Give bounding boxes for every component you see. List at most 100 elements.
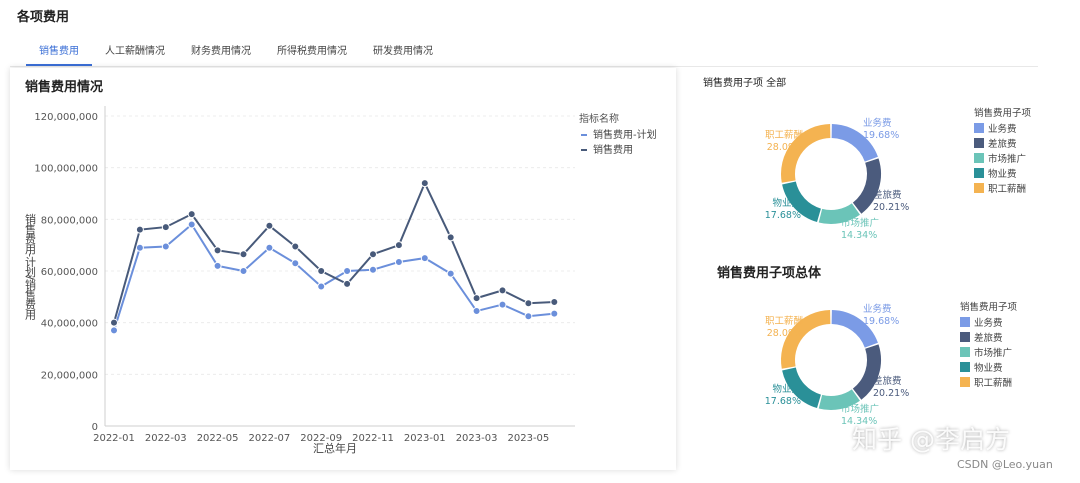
pie-title: 销售费用子项 全部 — [703, 76, 786, 89]
pie-charts-area: 销售费用子项 全部业务费19.68%差旅费20.21%市场推广14.34%物业费… — [703, 76, 1032, 427]
data-point — [110, 326, 118, 335]
data-point — [472, 294, 481, 303]
tab-0[interactable]: 销售费用 — [26, 36, 92, 66]
slice-label: 物业费 — [772, 197, 801, 209]
data-point — [420, 254, 429, 263]
zhihu-watermark: 知乎 @李启方 — [852, 425, 1010, 454]
legend-item: 销售费用-计划 — [593, 128, 657, 141]
slice-label: 差旅费 — [873, 189, 902, 201]
slice-value: 14.34% — [841, 416, 877, 427]
legend-swatch — [974, 123, 984, 133]
slice-label: 市场推广 — [841, 217, 879, 229]
data-point — [135, 225, 144, 234]
data-point — [265, 221, 274, 230]
pie-title: 销售费用子项总体 — [717, 265, 822, 281]
data-point — [343, 279, 352, 288]
legend-swatch — [960, 362, 970, 372]
slice-value: 28.09% — [767, 142, 803, 153]
data-point — [524, 312, 533, 321]
pie-slice — [831, 310, 878, 348]
data-point — [161, 223, 170, 232]
slice-label: 业务费 — [863, 303, 892, 315]
slice-value: 17.68% — [765, 396, 801, 407]
tab-bar: 销售费用 人工薪酬情况 财务费用情况 所得税费用情况 研发费用情况 — [26, 36, 446, 66]
data-point — [187, 220, 196, 229]
x-tick-label: 2022-11 — [352, 433, 394, 444]
legend-swatch — [974, 168, 984, 178]
x-tick-label: 2022-01 — [93, 433, 135, 444]
y-axis-title: 销售费用-计划/销售费用 — [24, 212, 37, 321]
pie-legend-item: 职工薪酬 — [988, 183, 1026, 195]
data-point — [420, 179, 429, 188]
data-point — [550, 298, 559, 306]
data-point — [394, 241, 403, 250]
legend-swatch — [960, 317, 970, 327]
pie-legend-item: 业务费 — [974, 317, 1003, 329]
data-point — [291, 259, 300, 268]
tab-3[interactable]: 所得税费用情况 — [277, 46, 347, 57]
x-axis-title: 汇总年月 — [313, 441, 357, 455]
slice-value: 17.68% — [765, 210, 801, 221]
data-point — [446, 269, 455, 278]
data-point — [343, 267, 352, 275]
y-tick-label: 120,000,000 — [34, 112, 98, 123]
pie-legend-item: 市场推广 — [988, 153, 1026, 165]
x-tick-label: 2022-05 — [197, 433, 239, 444]
data-point — [550, 309, 559, 318]
x-tick-label: 2023-01 — [404, 433, 446, 444]
data-point — [187, 210, 196, 219]
data-point — [472, 307, 481, 316]
pie-legend-item: 物业费 — [988, 168, 1017, 180]
data-point — [446, 233, 455, 242]
data-point — [498, 286, 507, 295]
page-title: 各项费用 — [17, 10, 70, 25]
line-chart-title: 销售费用情况 — [25, 80, 104, 95]
x-tick-label: 2022-03 — [145, 433, 187, 444]
data-point — [265, 243, 274, 252]
line-chart-card: 销售费用情况 0 20,000,000 40,000,000 60,000,000 80… — [10, 68, 676, 470]
y-tick-label: 100,000,000 — [34, 164, 98, 175]
series-line-0 — [113, 222, 555, 331]
y-tick-label: 20,000,000 — [41, 370, 98, 381]
tab-4[interactable]: 研发费用情况 — [373, 46, 433, 57]
tab-1[interactable]: 人工薪酬情况 — [105, 46, 165, 57]
y-tick-label: 0 — [92, 422, 98, 433]
legend-swatch — [960, 377, 970, 387]
data-point — [394, 257, 403, 266]
data-point — [498, 300, 507, 309]
pie-slice — [782, 181, 822, 223]
legend-swatch — [960, 332, 970, 342]
legend-swatch — [974, 183, 984, 193]
line-chart: 0 20,000,000 40,000,000 60,000,000 80,000,00… — [24, 106, 657, 455]
y-tick-label: 80,000,000 — [41, 215, 98, 226]
data-point — [213, 246, 222, 255]
pie-slice — [852, 158, 881, 214]
slice-label: 市场推广 — [841, 403, 879, 415]
pie-slice — [818, 203, 860, 224]
pie-slice — [782, 367, 822, 409]
legend-item: 销售费用 — [593, 143, 633, 156]
y-tick-label: 40,000,000 — [41, 319, 98, 330]
pie-legend-item: 市场推广 — [974, 347, 1012, 359]
pie-legend-item: 差旅费 — [988, 138, 1017, 150]
data-point — [213, 261, 222, 270]
slice-label: 物业费 — [772, 383, 801, 395]
data-point — [161, 242, 170, 251]
slice-value: 19.68% — [863, 130, 899, 141]
pie-legend-item: 差旅费 — [974, 332, 1003, 344]
series-line-1 — [113, 180, 555, 323]
pie-legend-title: 销售费用子项 — [960, 301, 1018, 313]
data-point — [135, 243, 144, 252]
data-point — [317, 282, 326, 291]
data-point — [524, 299, 533, 308]
slice-label: 差旅费 — [873, 375, 902, 387]
data-point — [239, 250, 248, 259]
pie-legend-title: 销售费用子项 — [974, 107, 1032, 119]
y-tick-label: 60,000,000 — [41, 267, 98, 278]
x-tick-label: 2023-05 — [508, 433, 550, 444]
slice-label: 职工薪酬 — [765, 315, 803, 327]
tab-2[interactable]: 财务费用情况 — [191, 46, 251, 57]
slice-value: 19.68% — [863, 316, 899, 327]
pie-slice — [831, 124, 878, 162]
slice-value: 14.34% — [841, 230, 877, 241]
